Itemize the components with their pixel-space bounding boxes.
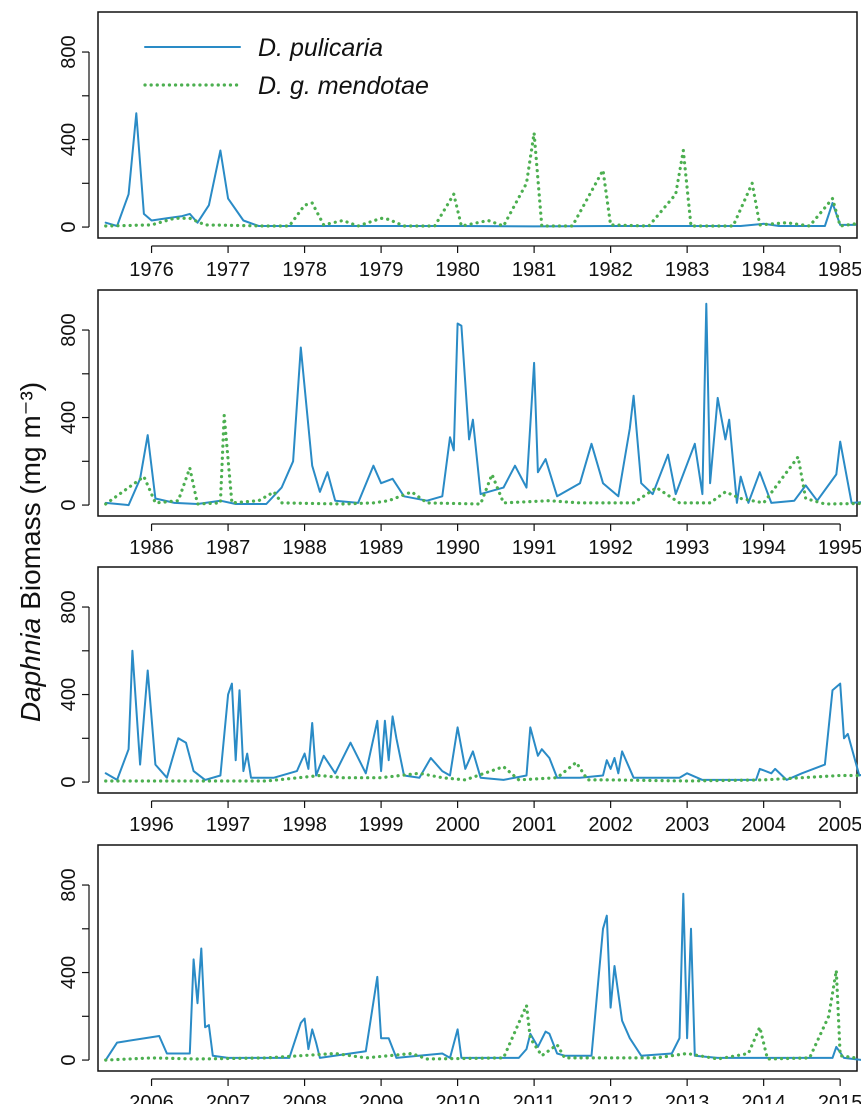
x-tick-label: 2010 [435, 1092, 480, 1104]
y-tick-label: 800 [58, 590, 80, 623]
x-tick-label: 1994 [741, 537, 786, 559]
x-tick-label: 2004 [741, 814, 786, 836]
x-tick-label: 1989 [359, 537, 404, 559]
x-tick-label: 1998 [282, 814, 327, 836]
x-tick-label: 2013 [665, 1092, 710, 1104]
y-axis-title: Daphnia Biomass (mg m⁻³) [15, 382, 46, 722]
x-tick-label: 2000 [435, 814, 480, 836]
x-tick-label: 1976 [129, 259, 174, 281]
x-tick-label: 1978 [282, 259, 327, 281]
y-tick-label: 0 [58, 776, 80, 787]
y-axis-title-rest: Biomass (mg m⁻³) [15, 382, 46, 610]
x-tick-label: 1982 [588, 259, 633, 281]
x-tick-label: 1999 [359, 814, 404, 836]
series-line [104, 413, 861, 506]
x-tick-label: 2014 [741, 1092, 786, 1104]
x-tick-label: 1977 [206, 259, 251, 281]
x-tick-label: 1991 [512, 537, 557, 559]
y-axis-title-italic: Daphnia [15, 618, 46, 722]
plot-frame [97, 844, 858, 1072]
legend-label: D. pulicaria [258, 34, 383, 62]
x-tick-label: 2011 [513, 1092, 556, 1104]
x-tick-label: 2006 [129, 1092, 174, 1104]
series-line [104, 112, 857, 228]
x-tick-label: 2008 [282, 1092, 327, 1104]
x-tick-label: 1980 [435, 259, 480, 281]
x-tick-label: 2002 [588, 814, 633, 836]
x-tick-label: 1997 [206, 814, 251, 836]
x-tick-label: 1996 [129, 814, 174, 836]
y-tick-label: 0 [58, 221, 80, 232]
series-line [104, 968, 858, 1062]
panel: 0 400 800 2006 2007 2008 2009 2010 2011 2012 2013 2… [58, 844, 861, 1104]
plot-frame [97, 11, 858, 239]
plot-frame [97, 566, 858, 794]
series-line [104, 302, 861, 507]
x-tick-label: 1987 [206, 537, 251, 559]
x-tick-label: 1995 [818, 537, 861, 559]
panel: 0 400 800 1996 1997 1998 1999 2000 2001 2002 2003 2… [58, 566, 861, 836]
x-tick-label: 2003 [665, 814, 710, 836]
x-tick-label: 2015 [818, 1092, 861, 1104]
x-tick-label: 1979 [359, 259, 404, 281]
x-tick-label: 2009 [359, 1092, 404, 1104]
legend-label: D. g. mendotae [258, 72, 429, 100]
x-tick-label: 2001 [512, 814, 557, 836]
series-line [104, 131, 858, 228]
x-tick-label: 1992 [588, 537, 633, 559]
y-tick-label: 400 [58, 123, 80, 156]
x-tick-label: 2005 [818, 814, 861, 836]
y-tick-label: 400 [58, 956, 80, 989]
y-tick-label: 800 [58, 35, 80, 68]
x-tick-label: 1988 [282, 537, 327, 559]
x-tick-label: 1984 [741, 259, 786, 281]
x-tick-label: 1981 [512, 259, 557, 281]
y-tick-label: 0 [58, 499, 80, 510]
panel: 0 400 800 1976 1977 1978 1979 1980 1981 1982 1983 1… [58, 11, 861, 281]
x-tick-label: 2012 [588, 1092, 633, 1104]
x-tick-label: 1985 [818, 259, 861, 281]
x-tick-label: 1990 [435, 537, 480, 559]
series-line [104, 760, 861, 783]
series-line [104, 649, 861, 781]
panel: 0 400 800 1986 1987 1988 1989 1990 1991 1992 1993 1… [58, 289, 861, 559]
x-tick-label: 2007 [206, 1092, 251, 1104]
x-tick-label: 1993 [665, 537, 710, 559]
y-tick-label: 400 [58, 401, 80, 434]
y-tick-label: 800 [58, 313, 80, 346]
plot-frame [97, 289, 858, 517]
y-tick-label: 800 [58, 868, 80, 901]
y-tick-label: 400 [58, 678, 80, 711]
x-tick-label: 1986 [129, 537, 174, 559]
series-line [104, 892, 861, 1062]
x-tick-label: 1983 [665, 259, 710, 281]
y-tick-label: 0 [58, 1054, 80, 1065]
